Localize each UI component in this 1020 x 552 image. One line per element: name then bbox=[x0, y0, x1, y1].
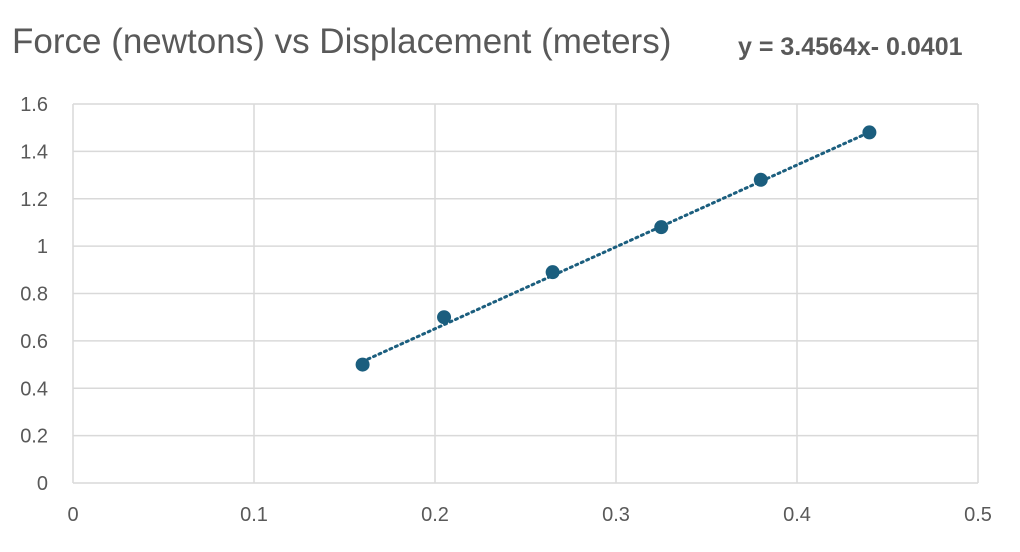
chart-title: Force (newtons) vs Displacement (meters) bbox=[12, 22, 672, 61]
x-tick-label: 0.5 bbox=[964, 504, 992, 526]
x-tick-label: 0.1 bbox=[240, 504, 268, 526]
x-tick-label: 0.2 bbox=[421, 504, 449, 526]
y-tick-label: 0.6 bbox=[20, 331, 48, 353]
x-tick-label: 0 bbox=[67, 504, 78, 526]
data-point bbox=[545, 265, 560, 280]
y-tick-label: 0.4 bbox=[20, 378, 48, 400]
y-tick-label: 0 bbox=[37, 473, 48, 495]
x-tick-label: 0.4 bbox=[783, 504, 811, 526]
data-point bbox=[355, 357, 370, 372]
y-tick-label: 1.4 bbox=[20, 141, 48, 163]
y-tick-label: 1 bbox=[37, 236, 48, 258]
data-point bbox=[437, 310, 452, 325]
data-point bbox=[654, 220, 669, 235]
y-tick-label: 1.6 bbox=[20, 94, 48, 116]
x-tick-label: 0.3 bbox=[602, 504, 630, 526]
data-point bbox=[862, 125, 877, 140]
trendline-equation: y = 3.4564x- 0.0401 bbox=[738, 33, 963, 61]
data-point bbox=[753, 172, 768, 187]
y-tick-label: 0.2 bbox=[20, 426, 48, 448]
y-tick-label: 0.8 bbox=[20, 284, 48, 306]
y-tick-label: 1.2 bbox=[20, 189, 48, 211]
